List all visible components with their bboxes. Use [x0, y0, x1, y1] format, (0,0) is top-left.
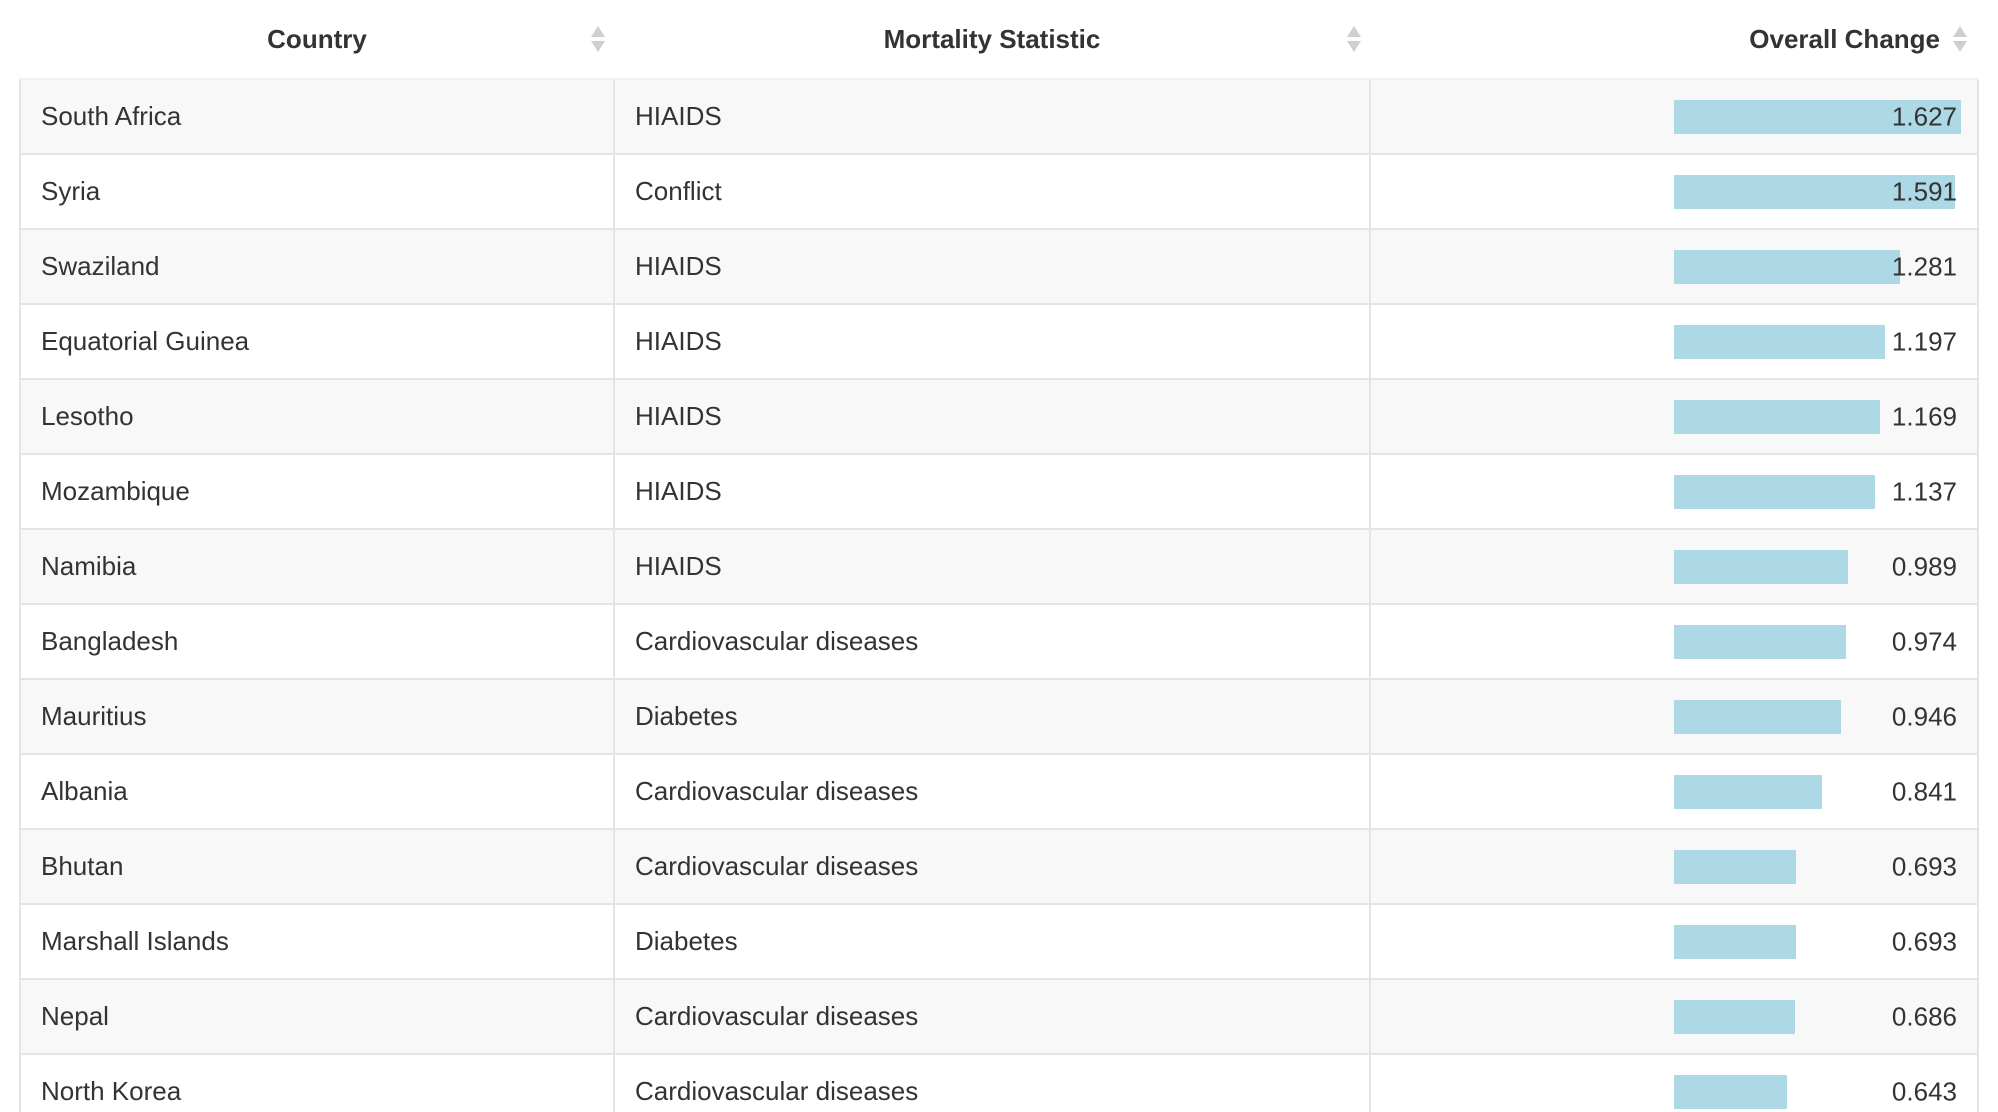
- column-header-label: Country: [267, 23, 367, 54]
- cell-mortality-statistic: HIAIDS: [613, 303, 1371, 380]
- cell-mortality-statistic: Conflict: [613, 153, 1371, 230]
- change-bar: [1674, 474, 1875, 509]
- cell-country: Mozambique: [19, 453, 615, 530]
- change-value: 0.989: [1891, 551, 1957, 581]
- cell-country: Bhutan: [19, 828, 615, 905]
- cell-mortality-statistic: HIAIDS: [613, 78, 1371, 155]
- cell-overall-change: 1.137: [1369, 453, 1979, 530]
- cell-country: Nepal: [19, 978, 615, 1055]
- change-value: 0.693: [1891, 851, 1957, 881]
- table-row[interactable]: Marshall Islands Diabetes 0.693: [19, 903, 1979, 980]
- table-row[interactable]: Bangladesh Cardiovascular diseases 0.974: [19, 603, 1979, 680]
- cell-mortality-statistic: Diabetes: [613, 678, 1371, 755]
- change-bar: [1674, 99, 1961, 134]
- change-value: 1.281: [1891, 251, 1957, 281]
- table-row[interactable]: Equatorial Guinea HIAIDS 1.197: [19, 303, 1979, 380]
- table-row[interactable]: Mozambique HIAIDS 1.137: [19, 453, 1979, 530]
- change-value: 1.137: [1891, 476, 1957, 506]
- table-row[interactable]: Mauritius Diabetes 0.946: [19, 678, 1979, 755]
- column-header-country[interactable]: Country: [20, 0, 614, 80]
- cell-overall-change: 0.989: [1369, 528, 1979, 605]
- column-header-mortality-statistic[interactable]: Mortality Statistic: [614, 0, 1370, 80]
- change-bar: [1674, 399, 1880, 434]
- cell-overall-change: 1.627: [1369, 78, 1979, 155]
- column-header-label: Mortality Statistic: [883, 23, 1101, 54]
- cell-overall-change: 0.841: [1369, 753, 1979, 830]
- sort-arrows-icon[interactable]: [1346, 24, 1362, 54]
- cell-mortality-statistic: HIAIDS: [613, 378, 1371, 455]
- cell-mortality-statistic: Diabetes: [613, 903, 1371, 980]
- table-row[interactable]: Lesotho HIAIDS 1.169: [19, 378, 1979, 455]
- cell-mortality-statistic: HIAIDS: [613, 453, 1371, 530]
- table-row[interactable]: Nepal Cardiovascular diseases 0.686: [19, 978, 1979, 1055]
- sort-arrows-icon[interactable]: [1952, 24, 1968, 54]
- table-row[interactable]: Syria Conflict 1.591: [19, 153, 1979, 230]
- cell-country: Bangladesh: [19, 603, 615, 680]
- change-value: 1.627: [1891, 101, 1957, 131]
- change-value: 0.686: [1891, 1001, 1957, 1031]
- column-header-overall-change[interactable]: Overall Change: [1370, 0, 1978, 80]
- cell-overall-change: 0.693: [1369, 828, 1979, 905]
- cell-overall-change: 1.281: [1369, 228, 1979, 305]
- change-bar: [1674, 1074, 1787, 1109]
- change-bar: [1674, 699, 1841, 734]
- change-bar: [1674, 774, 1822, 809]
- cell-overall-change: 0.643: [1369, 1053, 1979, 1112]
- cell-overall-change: 0.686: [1369, 978, 1979, 1055]
- cell-country: Marshall Islands: [19, 903, 615, 980]
- change-value: 0.841: [1891, 776, 1957, 806]
- cell-mortality-statistic: HIAIDS: [613, 228, 1371, 305]
- cell-country: Albania: [19, 753, 615, 830]
- cell-country: Equatorial Guinea: [19, 303, 615, 380]
- cell-country: Syria: [19, 153, 615, 230]
- cell-country: North Korea: [19, 1053, 615, 1112]
- column-header-label: Overall Change: [1749, 23, 1940, 54]
- change-bar: [1674, 924, 1796, 959]
- change-bar: [1674, 549, 1848, 584]
- table-row[interactable]: Albania Cardiovascular diseases 0.841: [19, 753, 1979, 830]
- cell-country: Namibia: [19, 528, 615, 605]
- cell-mortality-statistic: Cardiovascular diseases: [613, 753, 1371, 830]
- change-bar: [1674, 624, 1846, 659]
- table-row[interactable]: Namibia HIAIDS 0.989: [19, 528, 1979, 605]
- cell-country: Mauritius: [19, 678, 615, 755]
- change-bar: [1674, 249, 1900, 284]
- change-value: 0.946: [1891, 701, 1957, 731]
- cell-overall-change: 1.591: [1369, 153, 1979, 230]
- change-value: 1.591: [1891, 176, 1957, 206]
- change-bar: [1674, 324, 1885, 359]
- change-value: 1.169: [1891, 401, 1957, 431]
- cell-country: South Africa: [19, 78, 615, 155]
- change-bar: [1674, 174, 1955, 209]
- change-bar: [1674, 999, 1795, 1034]
- sort-arrows-icon[interactable]: [590, 24, 606, 54]
- cell-overall-change: 0.974: [1369, 603, 1979, 680]
- cell-mortality-statistic: Cardiovascular diseases: [613, 1053, 1371, 1112]
- table-row[interactable]: South Africa HIAIDS 1.627: [19, 78, 1979, 155]
- table-row[interactable]: North Korea Cardiovascular diseases 0.643: [19, 1053, 1979, 1112]
- cell-overall-change: 1.169: [1369, 378, 1979, 455]
- cell-mortality-statistic: HIAIDS: [613, 528, 1371, 605]
- change-bar: [1674, 849, 1796, 884]
- change-value: 1.197: [1891, 326, 1957, 356]
- cell-mortality-statistic: Cardiovascular diseases: [613, 978, 1371, 1055]
- table-body: South Africa HIAIDS 1.627 Syria Conflict 1.59…: [19, 78, 1979, 1112]
- cell-mortality-statistic: Cardiovascular diseases: [613, 603, 1371, 680]
- table-row[interactable]: Swaziland HIAIDS 1.281: [19, 228, 1979, 305]
- change-value: 0.693: [1891, 926, 1957, 956]
- table-header-row: Country Mortality Statistic Overall Chan…: [20, 0, 1978, 80]
- cell-overall-change: 1.197: [1369, 303, 1979, 380]
- change-value: 0.974: [1891, 626, 1957, 656]
- mortality-table: Country Mortality Statistic Overall Chan…: [19, 0, 1979, 1112]
- cell-country: Lesotho: [19, 378, 615, 455]
- cell-overall-change: 0.693: [1369, 903, 1979, 980]
- cell-mortality-statistic: Cardiovascular diseases: [613, 828, 1371, 905]
- table-row[interactable]: Bhutan Cardiovascular diseases 0.693: [19, 828, 1979, 905]
- cell-overall-change: 0.946: [1369, 678, 1979, 755]
- cell-country: Swaziland: [19, 228, 615, 305]
- change-value: 0.643: [1891, 1076, 1957, 1106]
